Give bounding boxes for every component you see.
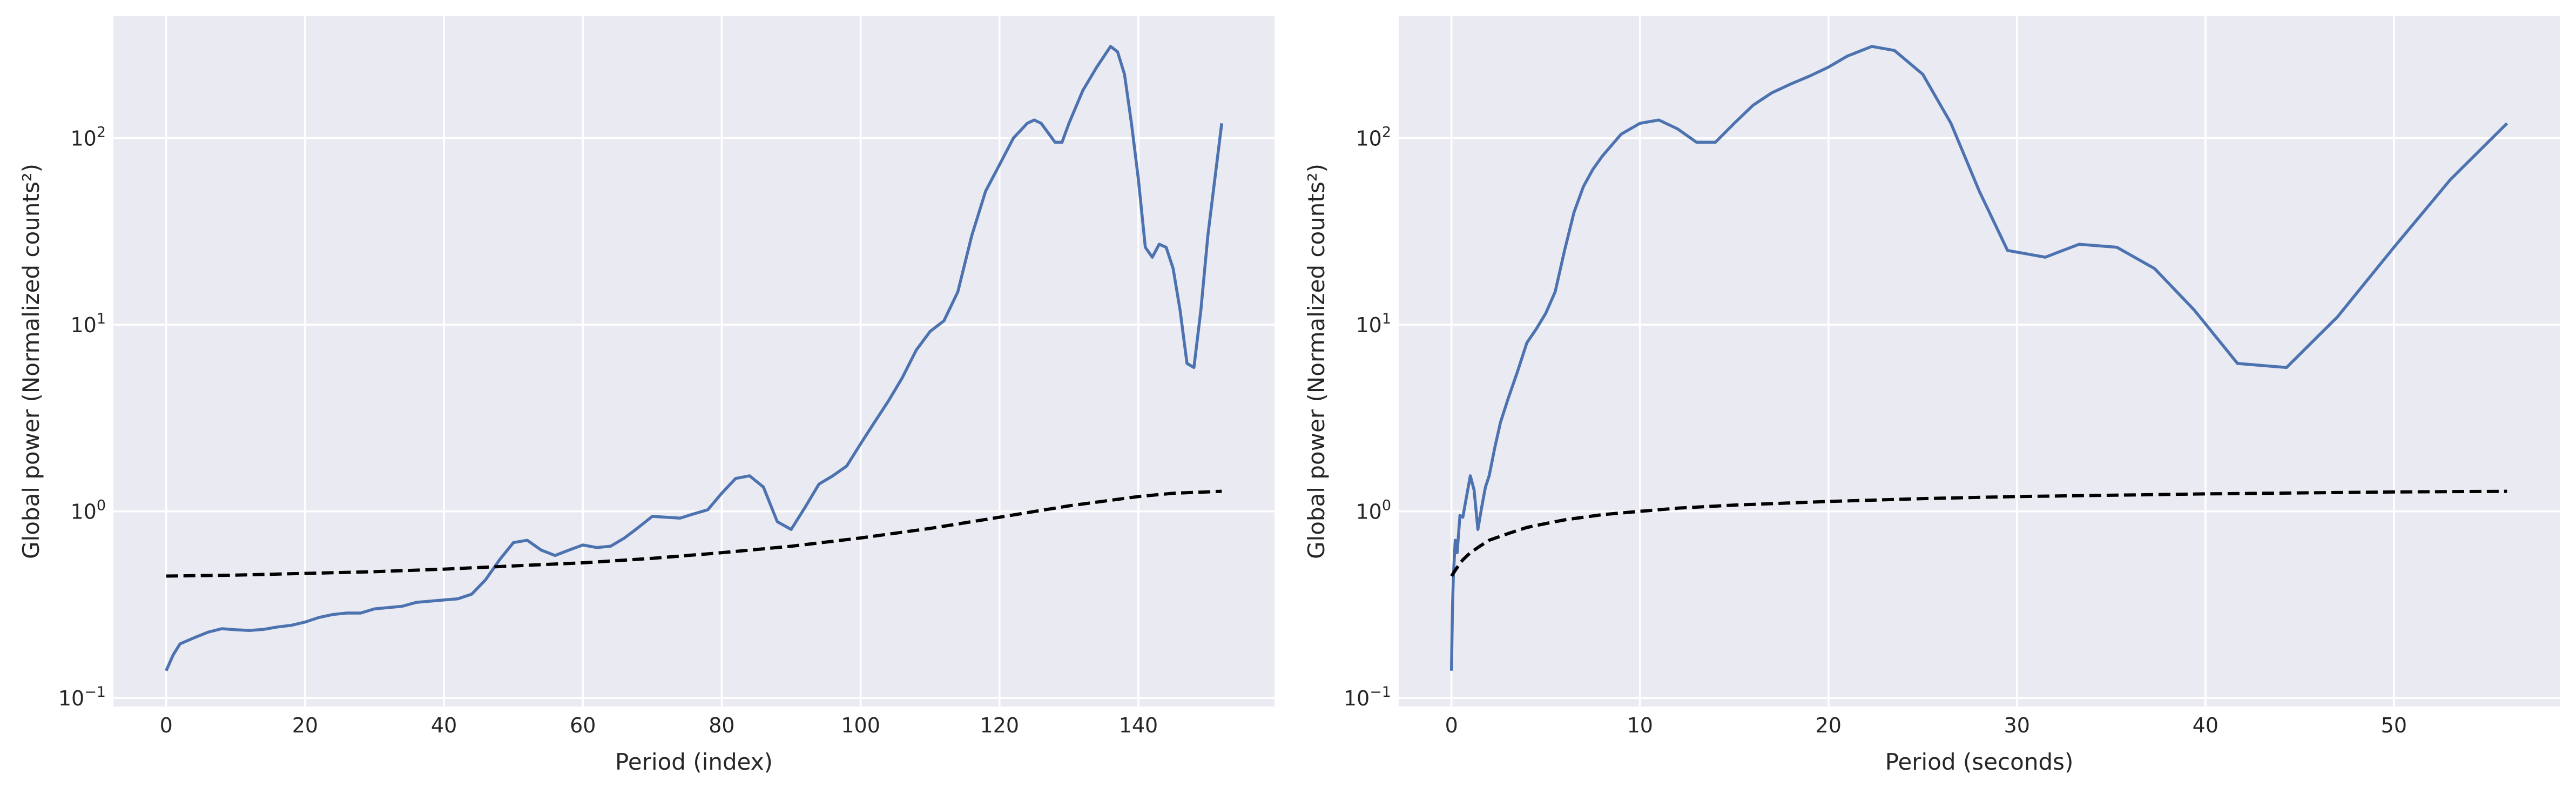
x-tick-label: 0 [160,714,173,737]
chart-panel-2: 0 10 20 30 40 50 10−1 100 101 102 Period (seconds)… [1303,16,2560,775]
x-tick-label: 50 [2381,714,2407,737]
x-tick-label: 80 [709,714,734,737]
x-tick-label: 40 [431,714,457,737]
x-axis-label: Period (seconds) [1885,749,2074,775]
x-tick-label: 10 [1627,714,1653,737]
x-tick-label: 40 [2193,714,2218,737]
x-tick-label: 120 [980,714,1020,737]
x-axis-label: Period (index) [615,749,773,775]
y-tick-label: 102 [1356,124,1391,151]
x-tick-label: 20 [1816,714,1842,737]
y-tick-label: 101 [1356,311,1391,337]
y-tick-label: 100 [70,497,106,524]
chart-panel-1: 0 20 40 60 80 100 120 140 10−1 100 101 102 Period (i… [18,16,1274,775]
y-tick-label: 102 [70,124,106,151]
x-tick-label: 60 [570,714,596,737]
y-tick-label: 10−1 [1344,684,1391,710]
power-line [1449,45,2508,671]
x-tick-label: 30 [2004,714,2030,737]
y-axis-label: Global power (Normalized counts²) [18,164,44,559]
significance-line [166,489,1222,578]
plot-area [1399,16,2560,706]
y-tick-label: 101 [70,311,106,337]
significance-line [1450,489,2507,577]
y-axis-label: Global power (Normalized counts²) [1303,164,1330,559]
y-tick-label: 10−1 [58,684,106,710]
x-tick-label: 100 [841,714,880,737]
power-line [165,45,1224,671]
x-tick-label: 0 [1445,714,1458,737]
y-tick-label: 100 [1356,497,1391,524]
x-tick-label: 140 [1119,714,1158,737]
x-tick-label: 20 [292,714,318,737]
plot-area [113,16,1274,706]
